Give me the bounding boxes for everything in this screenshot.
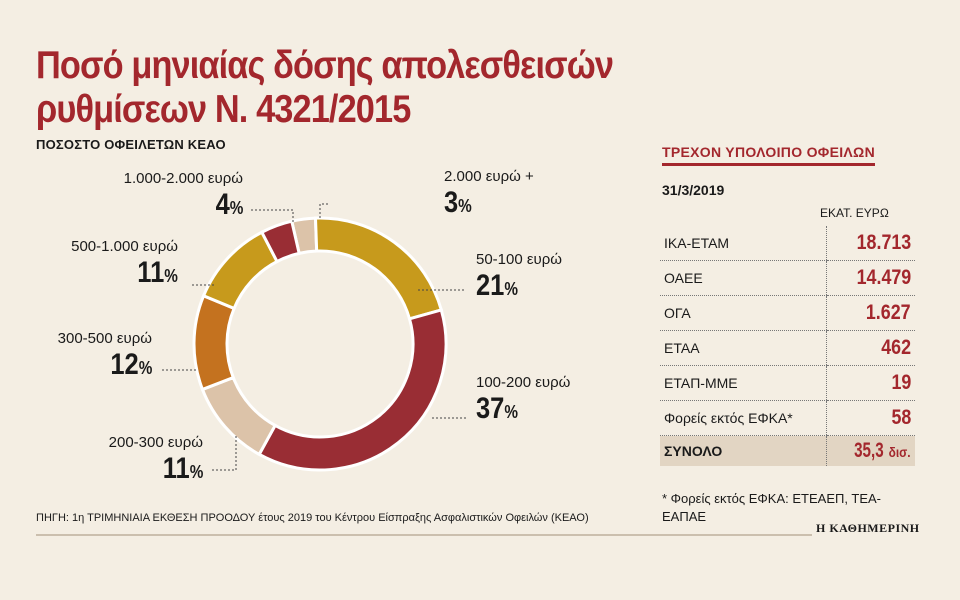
debts-table: ΙΚΑ-ΕΤΑΜ 18.713 ΟΑΕΕ 14.479 ΟΓΑ 1.627 ΕΤ…	[660, 226, 915, 466]
side-title: ΤΡΕΧΟΝ ΥΠΟΛΟΙΠΟ ΟΦΕΙΛΩΝ	[662, 144, 875, 166]
table-row: Φορείς εκτός ΕΦΚΑ* 58	[660, 400, 915, 436]
table-row: ΟΓΑ 1.627	[660, 295, 915, 331]
slice-value-3: 11%	[162, 452, 203, 485]
donut-slice-4	[192, 293, 237, 392]
total-value: 35,3 δισ.	[826, 435, 915, 466]
donut-slice-5	[201, 230, 280, 311]
slice-category-2: 100-200 ευρώ	[476, 374, 571, 391]
slice-value-6: 4%	[215, 188, 243, 221]
fund-value: 19	[826, 365, 915, 401]
fund-value: 1.627	[826, 295, 915, 331]
fund-value: 14.479	[826, 260, 915, 296]
brand-logo: Η ΚΑΘΗΜΕΡΙΝΗ	[812, 521, 920, 536]
fund-name: ΙΚΑ-ΕΤΑΜ	[660, 226, 827, 261]
source-note: ΠΗΓΗ: 1η ΤΡΙΜΗΝΙΑΙΑ ΕΚΘΕΣΗ ΠΡΟΟΔΟΥ έτους…	[36, 512, 589, 524]
donut-slice-3	[200, 375, 278, 457]
table-row: ΙΚΑ-ΕΤΑΜ 18.713	[660, 226, 915, 261]
footer-divider	[36, 534, 910, 536]
slice-category-1: 50-100 ευρώ	[476, 251, 563, 268]
side-date: 31/3/2019	[662, 182, 725, 198]
slice-label-2: 100-200 ευρώ 37%	[476, 374, 570, 429]
column-header: ΕΚΑΤ. ΕΥΡΩ	[820, 206, 889, 220]
table-row: ΕΤΑΑ 462	[660, 330, 915, 366]
slice-category-0: 2.000 ευρώ +	[444, 168, 534, 185]
fund-name: Φορείς εκτός ΕΦΚΑ*	[660, 400, 827, 436]
slice-label-6: 1.000-2.000 ευρώ 4%	[124, 170, 243, 225]
slice-value-4: 12%	[110, 348, 152, 381]
fund-value: 462	[826, 330, 915, 366]
total-label: ΣΥΝΟΛΟ	[660, 435, 827, 466]
table-row: ΕΤΑΠ-ΜΜΕ 19	[660, 365, 915, 401]
slice-value-5: 11%	[137, 256, 178, 289]
fund-name: ΟΓΑ	[660, 295, 827, 331]
fund-name: ΕΤΑΑ	[660, 330, 827, 366]
slice-category-4: 300-500 ευρώ	[57, 330, 152, 347]
slice-label-3: 200-300 ευρώ 11%	[109, 434, 203, 489]
fund-value: 18.713	[826, 226, 915, 261]
title-line-1: Ποσό μηνιαίας δόσης απολεσθεισών	[36, 44, 614, 87]
slice-label-4: 300-500 ευρώ 12%	[58, 330, 152, 385]
donut-slice-2	[257, 308, 448, 472]
title-line-2: ρυθμίσεων Ν. 4321/2015	[36, 88, 411, 131]
leader-line-0	[319, 203, 330, 218]
fund-value: 58	[826, 400, 915, 436]
slice-category-6: 1.000-2.000 ευρώ	[123, 170, 243, 187]
slice-label-0: 2.000 ευρώ + 3%	[444, 168, 534, 223]
slice-category-5: 500-1.000 ευρώ	[71, 238, 178, 255]
slice-value-0: 3%	[444, 186, 472, 219]
fund-name: ΟΑΕΕ	[660, 260, 827, 296]
leader-line-6	[250, 209, 294, 222]
donut-slice-6	[259, 219, 301, 264]
donut-slice-1	[313, 216, 444, 321]
fund-name: ΕΤΑΠ-ΜΜΕ	[660, 365, 827, 401]
chart-subtitle: ΠΟΣΟΣΤΟ ΟΦΕΙΛΕΤΩΝ ΚΕΑΟ	[36, 137, 226, 152]
slice-value-1: 21%	[476, 269, 518, 302]
slice-label-5: 500-1.000 ευρώ 11%	[71, 238, 178, 293]
footnote: * Φορείς εκτός ΕΦΚΑ: ΕΤΕΑΕΠ, ΤΕΑ-ΕΑΠΑΕ	[662, 491, 881, 524]
chart-title: Ποσό μηνιαίας δόσης απολεσθεισών ρυθμίσε…	[36, 44, 614, 132]
table-row: ΟΑΕΕ 14.479	[660, 260, 915, 296]
slice-category-3: 200-300 ευρώ	[108, 434, 203, 451]
total-row: ΣΥΝΟΛΟ 35,3 δισ.	[660, 435, 915, 466]
slice-value-2: 37%	[476, 392, 518, 425]
leader-line-3	[212, 436, 237, 471]
slice-label-1: 50-100 ευρώ 21%	[476, 251, 562, 306]
